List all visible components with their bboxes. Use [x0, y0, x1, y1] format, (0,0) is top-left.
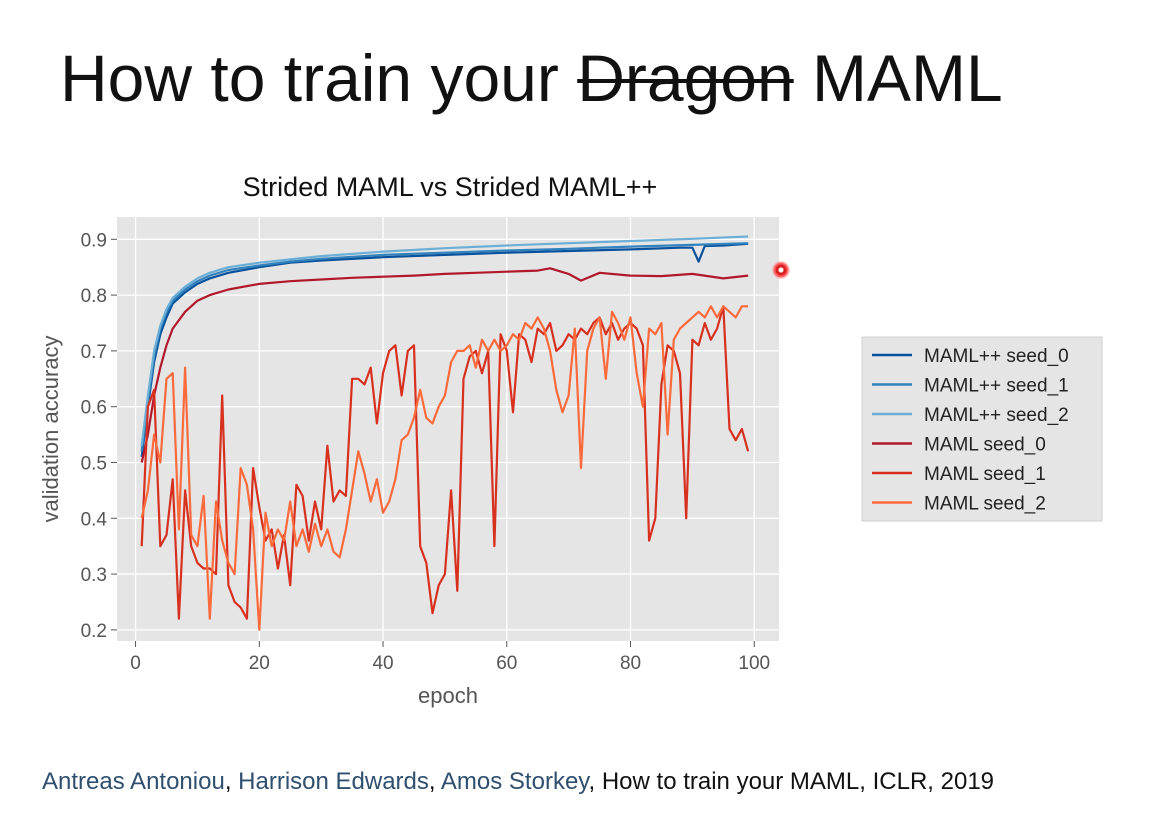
y-tick-label: 0.3 [81, 565, 107, 586]
x-tick-label: 20 [249, 653, 270, 674]
legend-label-3: MAML seed_0 [924, 435, 1046, 456]
plot-area [117, 217, 779, 641]
legend-label-1: MAML++ seed_1 [924, 376, 1069, 397]
y-tick-label: 0.8 [81, 286, 107, 307]
reference-citation: Antreas Antoniou, Harrison Edwards, Amos… [42, 768, 994, 796]
series-line-0 [140, 242, 749, 458]
y-tick-label: 0.2 [81, 621, 107, 642]
series-line-3 [140, 267, 749, 463]
y-tick-label: 0.9 [81, 230, 107, 251]
author-separator-1: , [224, 768, 239, 795]
reference-rest: , How to train your MAML, ICLR, 2019 [588, 768, 995, 795]
legend-box [861, 336, 1103, 522]
author-2: Harrison Edwards [238, 768, 429, 795]
laser-pointer-icon [772, 261, 790, 279]
series-line-2 [140, 235, 749, 446]
x-tick-label: 0 [130, 653, 141, 674]
x-tick-label: 60 [496, 653, 517, 674]
legend-label-5: MAML seed_2 [924, 494, 1046, 515]
legend-label-0: MAML++ seed_0 [924, 346, 1069, 367]
y-tick-label: 0.4 [81, 509, 108, 530]
y-tick-label: 0.7 [81, 342, 107, 363]
title-suffix: MAML [793, 41, 1003, 115]
chart-title: Strided MAML vs Strided MAML++ [242, 172, 658, 202]
series-line-4 [140, 305, 750, 620]
title-struck-word: Dragon [577, 41, 794, 115]
y-axis-label: validation accuracy [38, 335, 63, 522]
author-3: Amos Storkey [440, 768, 589, 795]
title-prefix: How to train your [60, 41, 578, 115]
x-tick-label: 100 [738, 653, 770, 674]
x-axis-label: epoch [418, 683, 478, 708]
x-tick-label: 80 [620, 653, 641, 674]
y-tick-label: 0.6 [81, 398, 107, 419]
author-separator-2: , [428, 768, 441, 795]
y-tick-label: 0.5 [81, 453, 107, 474]
legend-label-4: MAML seed_1 [924, 464, 1046, 485]
series-line-5 [140, 305, 749, 631]
author-1: Antreas Antoniou [42, 768, 225, 795]
slide-title: How to train your Dragon MAML [60, 38, 1003, 118]
x-tick-label: 40 [372, 653, 393, 674]
legend-label-2: MAML++ seed_2 [924, 405, 1069, 426]
